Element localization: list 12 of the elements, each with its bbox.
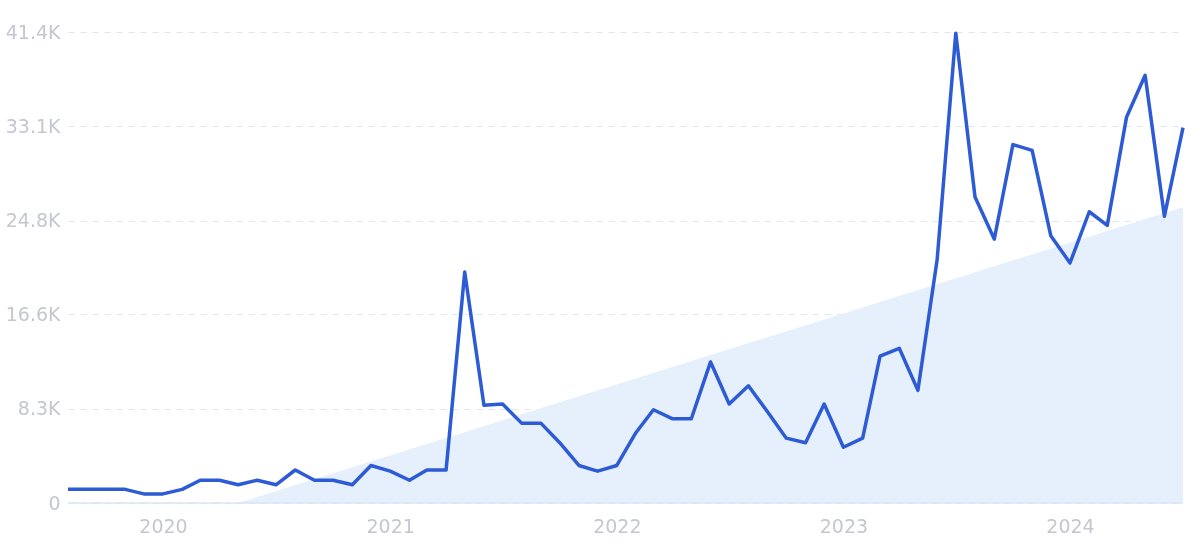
x-tick-label: 2023 [819, 514, 869, 537]
x-tick-label: 2020 [139, 514, 188, 537]
y-tick-label: 24.8K [5, 209, 62, 232]
y-tick-label: 16.6K [5, 302, 62, 325]
y-tick-label: 0 [48, 491, 61, 514]
x-tick-label: 2024 [1046, 514, 1095, 537]
line-series [66, 31, 1185, 496]
y-tick-label: 8.3K [17, 397, 62, 420]
x-tick-label: 2022 [593, 514, 642, 537]
x-tick-label: 2021 [366, 514, 415, 537]
y-tick-label: 41.4K [5, 20, 62, 43]
y-tick-label: 33.1K [5, 114, 62, 137]
